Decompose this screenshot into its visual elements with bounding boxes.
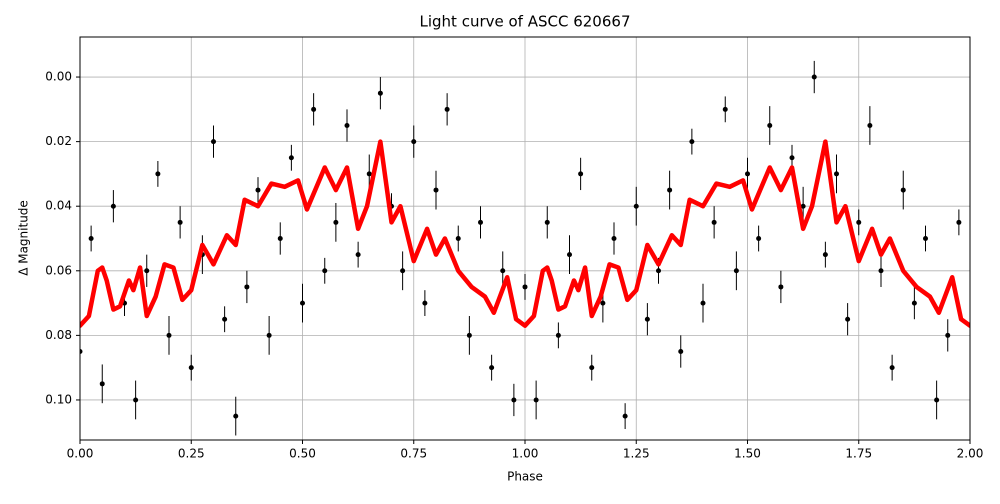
- data-point: [678, 349, 684, 355]
- data-point: [222, 316, 228, 322]
- data-point: [889, 365, 895, 371]
- data-point: [489, 365, 495, 371]
- data-point: [644, 316, 650, 322]
- data-point: [611, 236, 617, 241]
- data-point: [856, 219, 862, 225]
- data-point: [789, 155, 795, 161]
- model-curve: [80, 139, 970, 328]
- data-point: [878, 268, 884, 274]
- data-point: [322, 268, 328, 274]
- data-point: [177, 219, 183, 225]
- data-point: [110, 203, 116, 209]
- data-point: [578, 171, 584, 177]
- data-point: [355, 252, 361, 258]
- data-point: [333, 219, 339, 225]
- data-point: [88, 236, 94, 241]
- x-tick-label: 1.75: [845, 447, 872, 461]
- data-point: [689, 139, 695, 145]
- data-point: [622, 413, 628, 419]
- data-point: [923, 236, 928, 241]
- data-point: [722, 106, 728, 112]
- plot-area: [80, 60, 970, 436]
- data-point: [767, 122, 773, 128]
- y-tick-label: 0.00: [45, 70, 72, 84]
- data-point: [711, 219, 717, 225]
- data-point: [733, 268, 739, 274]
- data-point: [900, 187, 906, 193]
- data-point: [511, 397, 517, 403]
- y-tick-label: 0.08: [45, 328, 72, 342]
- data-point: [867, 122, 873, 128]
- x-tick-label: 0.50: [289, 447, 316, 461]
- data-point: [144, 268, 150, 274]
- data-point: [466, 332, 472, 338]
- data-point: [934, 397, 940, 403]
- chart-title: Light curve of ASCC 620667: [420, 13, 631, 31]
- x-tick-label: 0.25: [178, 447, 205, 461]
- y-tick-label: 0.02: [45, 134, 72, 148]
- data-point: [422, 300, 428, 306]
- data-point: [444, 106, 450, 112]
- y-tick-label: 0.10: [45, 392, 72, 406]
- data-point: [80, 349, 83, 355]
- x-tick-label: 0.00: [67, 447, 94, 461]
- x-tick-label: 0.75: [400, 447, 427, 461]
- data-point: [311, 106, 317, 112]
- data-point: [667, 187, 673, 193]
- data-point: [745, 171, 750, 177]
- data-point: [956, 219, 962, 225]
- data-point: [478, 219, 483, 225]
- data-point: [811, 74, 817, 80]
- data-point: [600, 300, 606, 306]
- data-point: [522, 284, 528, 290]
- data-point: [300, 300, 305, 306]
- data-point: [533, 397, 539, 403]
- y-axis-label: Δ Magnitude: [17, 200, 31, 276]
- data-point: [567, 252, 572, 258]
- y-tick-label: 0.04: [45, 199, 72, 213]
- data-point: [277, 236, 283, 241]
- x-tick-label: 1.25: [623, 447, 650, 461]
- data-point: [656, 268, 661, 274]
- data-point: [455, 236, 461, 241]
- data-point: [155, 171, 161, 177]
- data-point: [633, 203, 639, 209]
- x-tick-label: 1.00: [512, 447, 539, 461]
- data-point: [756, 236, 762, 241]
- data-point: [800, 203, 806, 209]
- y-tick-label: 0.06: [45, 263, 72, 277]
- data-point: [945, 332, 951, 338]
- data-point: [433, 187, 439, 193]
- data-point: [411, 139, 417, 145]
- data-point: [377, 90, 383, 96]
- data-point: [255, 187, 261, 193]
- data-point: [544, 219, 550, 225]
- plot-frame: [79, 36, 971, 441]
- data-point: [778, 284, 784, 290]
- data-point: [211, 139, 216, 145]
- data-point: [589, 365, 595, 371]
- data-point: [244, 284, 250, 290]
- data-point: [911, 300, 917, 306]
- data-point: [233, 413, 239, 419]
- data-point: [845, 316, 851, 322]
- data-point: [166, 332, 172, 338]
- x-tick-label: 2.00: [957, 447, 984, 461]
- data-point: [344, 122, 350, 128]
- data-point: [288, 155, 294, 161]
- data-point: [99, 381, 105, 387]
- data-point: [822, 252, 828, 258]
- data-point: [500, 268, 506, 274]
- data-point: [266, 332, 272, 338]
- data-point: [133, 397, 139, 403]
- x-axis-label: Phase: [507, 470, 543, 484]
- data-point: [555, 332, 561, 338]
- data-point: [700, 300, 706, 306]
- x-tick-label: 1.50: [734, 447, 761, 461]
- data-point: [188, 365, 194, 371]
- data-point: [834, 171, 839, 177]
- data-point: [366, 171, 372, 177]
- data-point: [400, 268, 406, 274]
